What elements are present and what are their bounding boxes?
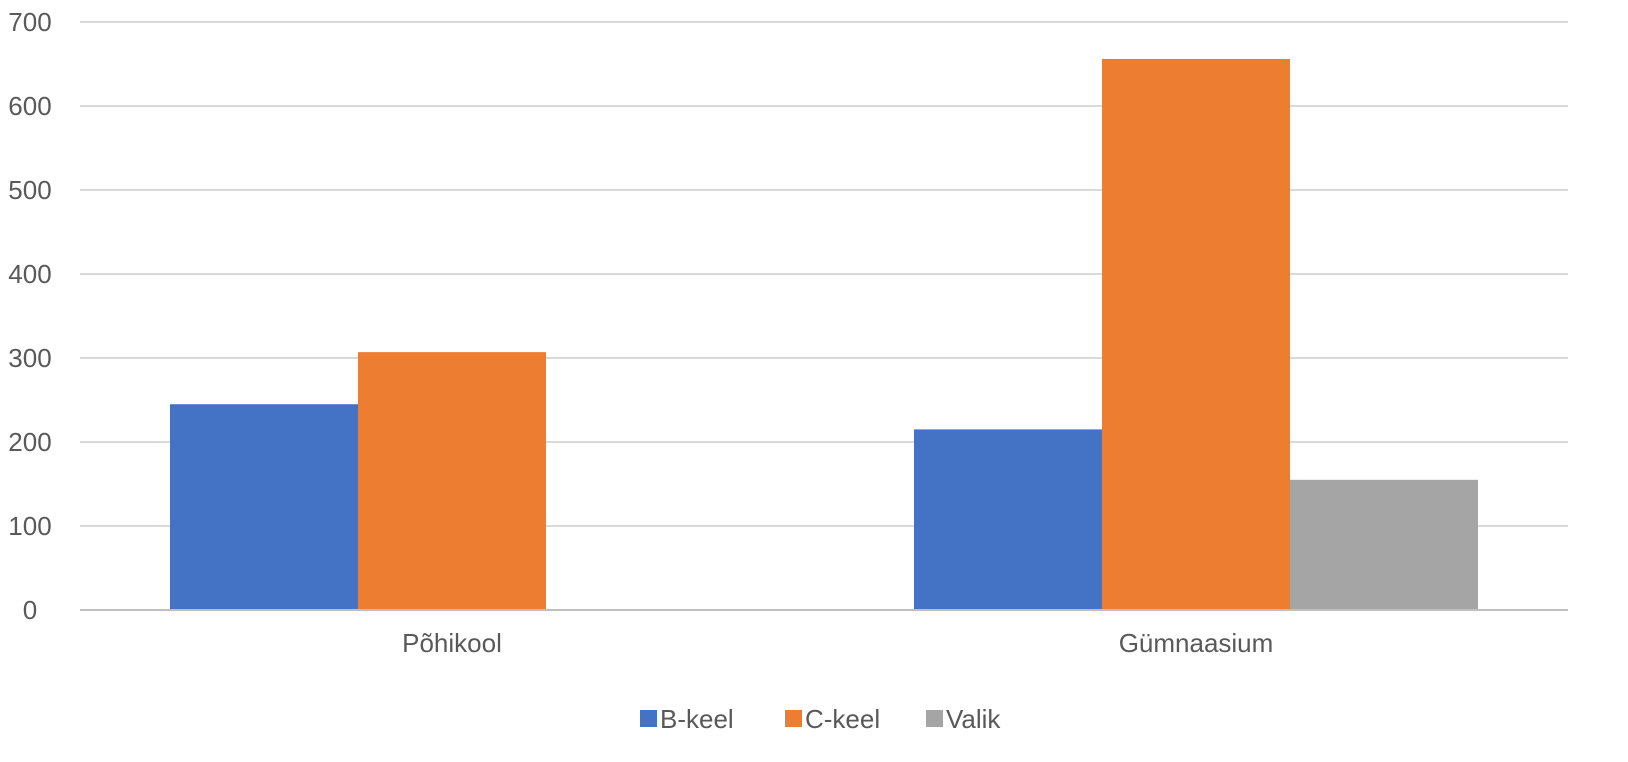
- x-axis-category-labels: Põhikool Gümnaasium: [402, 628, 1273, 658]
- bar-c-keel-0: [358, 352, 546, 610]
- x-category-label: Gümnaasium: [1119, 628, 1274, 658]
- legend-swatch-valik: [926, 710, 943, 727]
- y-tick-label: 0: [23, 595, 37, 625]
- legend-label-b-keel: B-keel: [660, 704, 734, 734]
- y-axis-tick-labels: 0 100 200 300 400 500 600 700: [8, 7, 51, 625]
- bar-valik-1: [1290, 479, 1478, 610]
- bar-b-keel-0: [170, 404, 358, 610]
- legend-swatch-c-keel: [785, 710, 802, 727]
- y-tick-label: 400: [8, 259, 51, 289]
- y-tick-label: 100: [8, 511, 51, 541]
- bar-c-keel-1: [1102, 58, 1290, 610]
- x-category-label: Põhikool: [402, 628, 502, 658]
- bar-b-keel-1: [914, 429, 1102, 610]
- legend-label-valik: Valik: [946, 704, 1001, 734]
- y-tick-label: 300: [8, 343, 51, 373]
- y-tick-label: 200: [8, 427, 51, 457]
- legend-swatch-b-keel: [640, 710, 657, 727]
- y-tick-label: 500: [8, 175, 51, 205]
- y-tick-label: 700: [8, 7, 51, 37]
- y-tick-label: 600: [8, 91, 51, 121]
- legend-label-c-keel: C-keel: [805, 704, 880, 734]
- bars: [170, 58, 1478, 610]
- legend: B-keel C-keel Valik: [640, 704, 1001, 734]
